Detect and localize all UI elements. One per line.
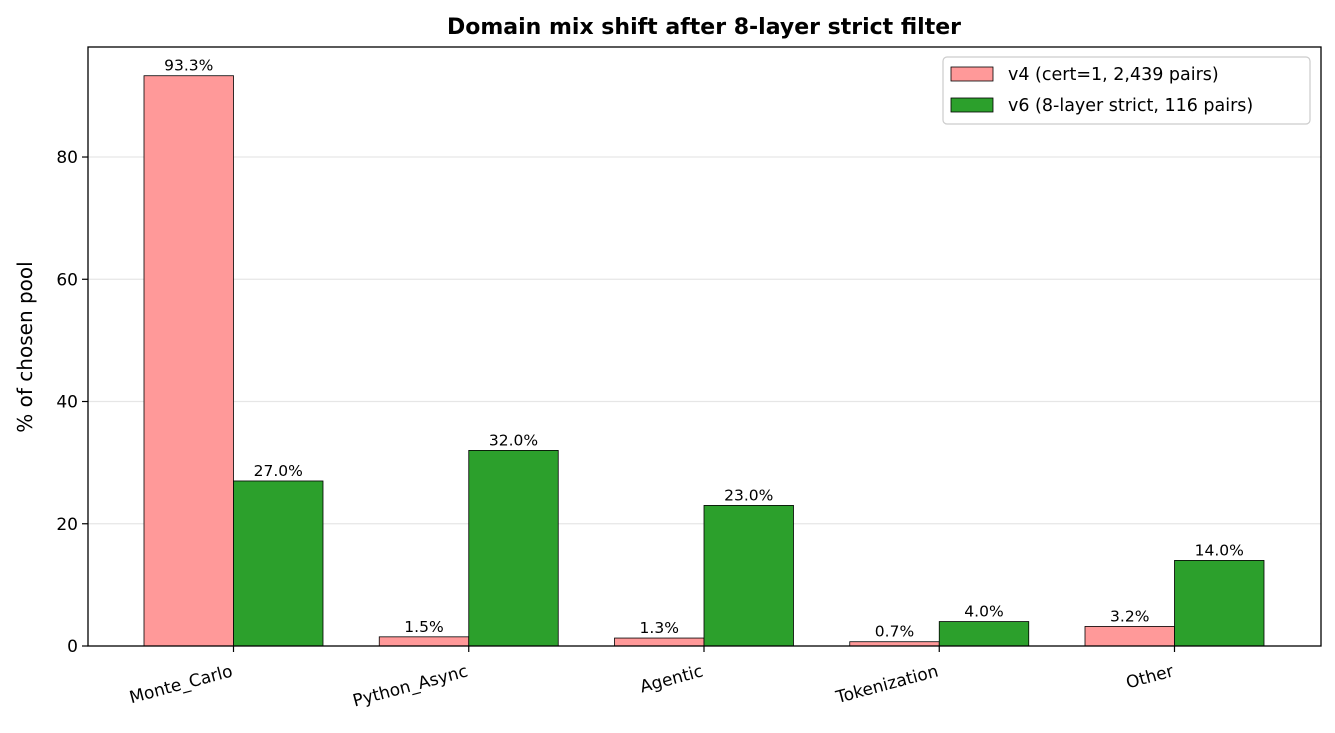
data-label: 1.5% [404, 618, 443, 636]
y-tick-label: 60 [56, 270, 78, 290]
bar-other-series-2 [1174, 560, 1265, 647]
y-tick-label: 20 [56, 515, 78, 535]
bar-python-async-series-1 [378, 636, 470, 647]
y-tick-label: 80 [56, 148, 78, 168]
legend-box [942, 56, 1311, 125]
chart-title: Domain mix shift after 8-layer strict fi… [447, 15, 961, 40]
data-label: 32.0% [489, 431, 538, 449]
data-label: 14.0% [1195, 541, 1244, 559]
y-tick-label: 40 [56, 393, 78, 413]
legend: v4 (cert=1, 2,439 pairs) v6 (8-layer stri… [942, 56, 1311, 125]
bar-tokenization-series-2 [938, 621, 1030, 647]
x-tick-label: Monte_Carlo [127, 662, 234, 709]
bar-python-async-series-2 [468, 450, 559, 647]
bar-other-series-1 [1084, 626, 1175, 647]
x-tick-label: Tokenization [833, 662, 941, 709]
y-axis: 0 20 40 60 80 [56, 148, 88, 657]
data-label: 1.3% [640, 619, 679, 637]
legend-entry: v6 (8-layer strict, 116 pairs) [1008, 96, 1253, 116]
bar-agentic-series-1 [614, 637, 705, 647]
legend-swatch [950, 97, 994, 113]
legend-swatch [950, 66, 994, 82]
bar-monte-carlo-series-1 [143, 75, 234, 647]
data-label: 4.0% [964, 603, 1003, 621]
bar-agentic-series-2 [703, 505, 794, 647]
data-label: 3.2% [1110, 607, 1149, 625]
legend-entry: v4 (cert=1, 2,439 pairs) [1008, 65, 1219, 85]
x-axis: Monte_Carlo Python_Async Agentic Tokenizati… [127, 646, 1176, 712]
data-label: 27.0% [254, 462, 303, 480]
data-label: 23.0% [724, 486, 773, 504]
y-tick-label: 0 [67, 637, 78, 657]
data-label: 93.3% [164, 57, 213, 75]
x-tick-label: Other [1124, 662, 1176, 694]
data-labels: 93.3% 27.0% 1.5% 32.0% 1.3% 23.0% 0.7% 4.0% 3.2%… [164, 57, 1244, 641]
x-tick-label: Agentic [638, 662, 705, 698]
bars [143, 75, 1265, 647]
bar-monte-carlo-series-2 [233, 480, 324, 647]
x-tick-label: Python_Async [351, 662, 470, 712]
data-label: 0.7% [875, 623, 914, 641]
y-axis-label: % of chosen pool [13, 261, 37, 432]
